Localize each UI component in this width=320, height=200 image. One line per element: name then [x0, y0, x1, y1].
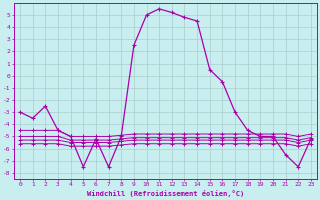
X-axis label: Windchill (Refroidissement éolien,°C): Windchill (Refroidissement éolien,°C): [87, 190, 244, 197]
